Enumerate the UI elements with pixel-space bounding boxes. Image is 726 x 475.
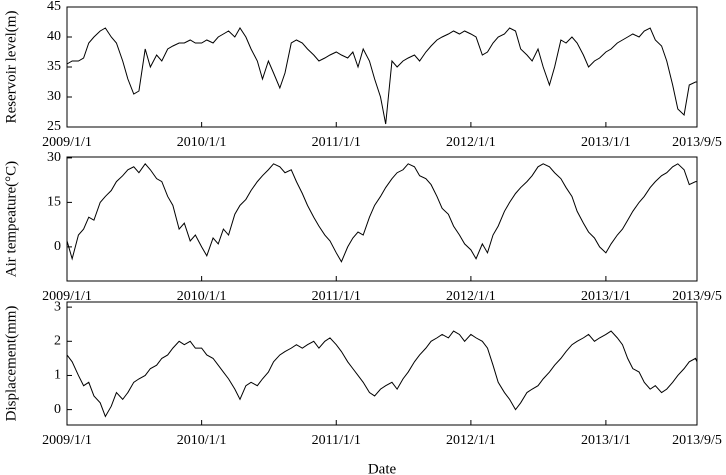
- y-tick-label: 25: [47, 119, 61, 134]
- data-line: [66, 330, 698, 418]
- y-axis-label: Reservoir level(m): [3, 11, 19, 124]
- x-tick-label: 2012/1/1: [446, 433, 496, 448]
- x-tick-label: 2013/1/1: [581, 289, 631, 304]
- x-tick-label: 2013/9/5: [672, 433, 722, 448]
- x-tick-label: 2010/1/1: [177, 289, 227, 304]
- y-axis-label: Displacement(mm): [3, 306, 19, 422]
- y-tick-label: 1: [54, 368, 61, 383]
- y-tick-label: 40: [47, 29, 61, 44]
- y-tick-label: 2: [54, 334, 61, 349]
- x-tick-label: 2013/9/5: [672, 289, 722, 304]
- plot-frame: [66, 156, 698, 282]
- y-tick-label: 3: [54, 299, 61, 314]
- x-tick-label: 2013/1/1: [581, 433, 631, 448]
- y-tick-label: 30: [47, 150, 61, 165]
- y-tick-label: 45: [47, 0, 61, 14]
- x-tick-label: 2011/1/1: [312, 289, 361, 304]
- x-tick-label: 2010/1/1: [177, 135, 227, 150]
- x-tick-label: 2013/9/5: [672, 135, 722, 150]
- plot-frame: [66, 301, 698, 426]
- y-axis-label: Air tempeature(°C): [3, 161, 19, 277]
- x-tick-label: 2009/1/1: [42, 135, 92, 150]
- y-tick-label: 0: [54, 239, 61, 254]
- x-tick-label: 2012/1/1: [446, 135, 496, 150]
- x-tick-label: 2009/1/1: [42, 289, 92, 304]
- x-tick-label: 2011/1/1: [312, 433, 361, 448]
- y-tick-label: 35: [47, 59, 61, 74]
- x-axis-label: Date: [368, 461, 397, 475]
- data-line: [66, 163, 697, 263]
- x-tick-label: 2010/1/1: [177, 433, 227, 448]
- x-tick-label: 2012/1/1: [446, 289, 496, 304]
- x-tick-label: 2013/1/1: [581, 135, 631, 150]
- data-line: [66, 27, 697, 125]
- y-tick-label: 30: [47, 89, 61, 104]
- x-tick-label: 2011/1/1: [312, 135, 361, 150]
- y-tick-label: 0: [54, 402, 61, 417]
- plot-frame: [66, 6, 698, 128]
- y-tick-label: 15: [47, 195, 61, 210]
- x-tick-label: 2009/1/1: [42, 433, 92, 448]
